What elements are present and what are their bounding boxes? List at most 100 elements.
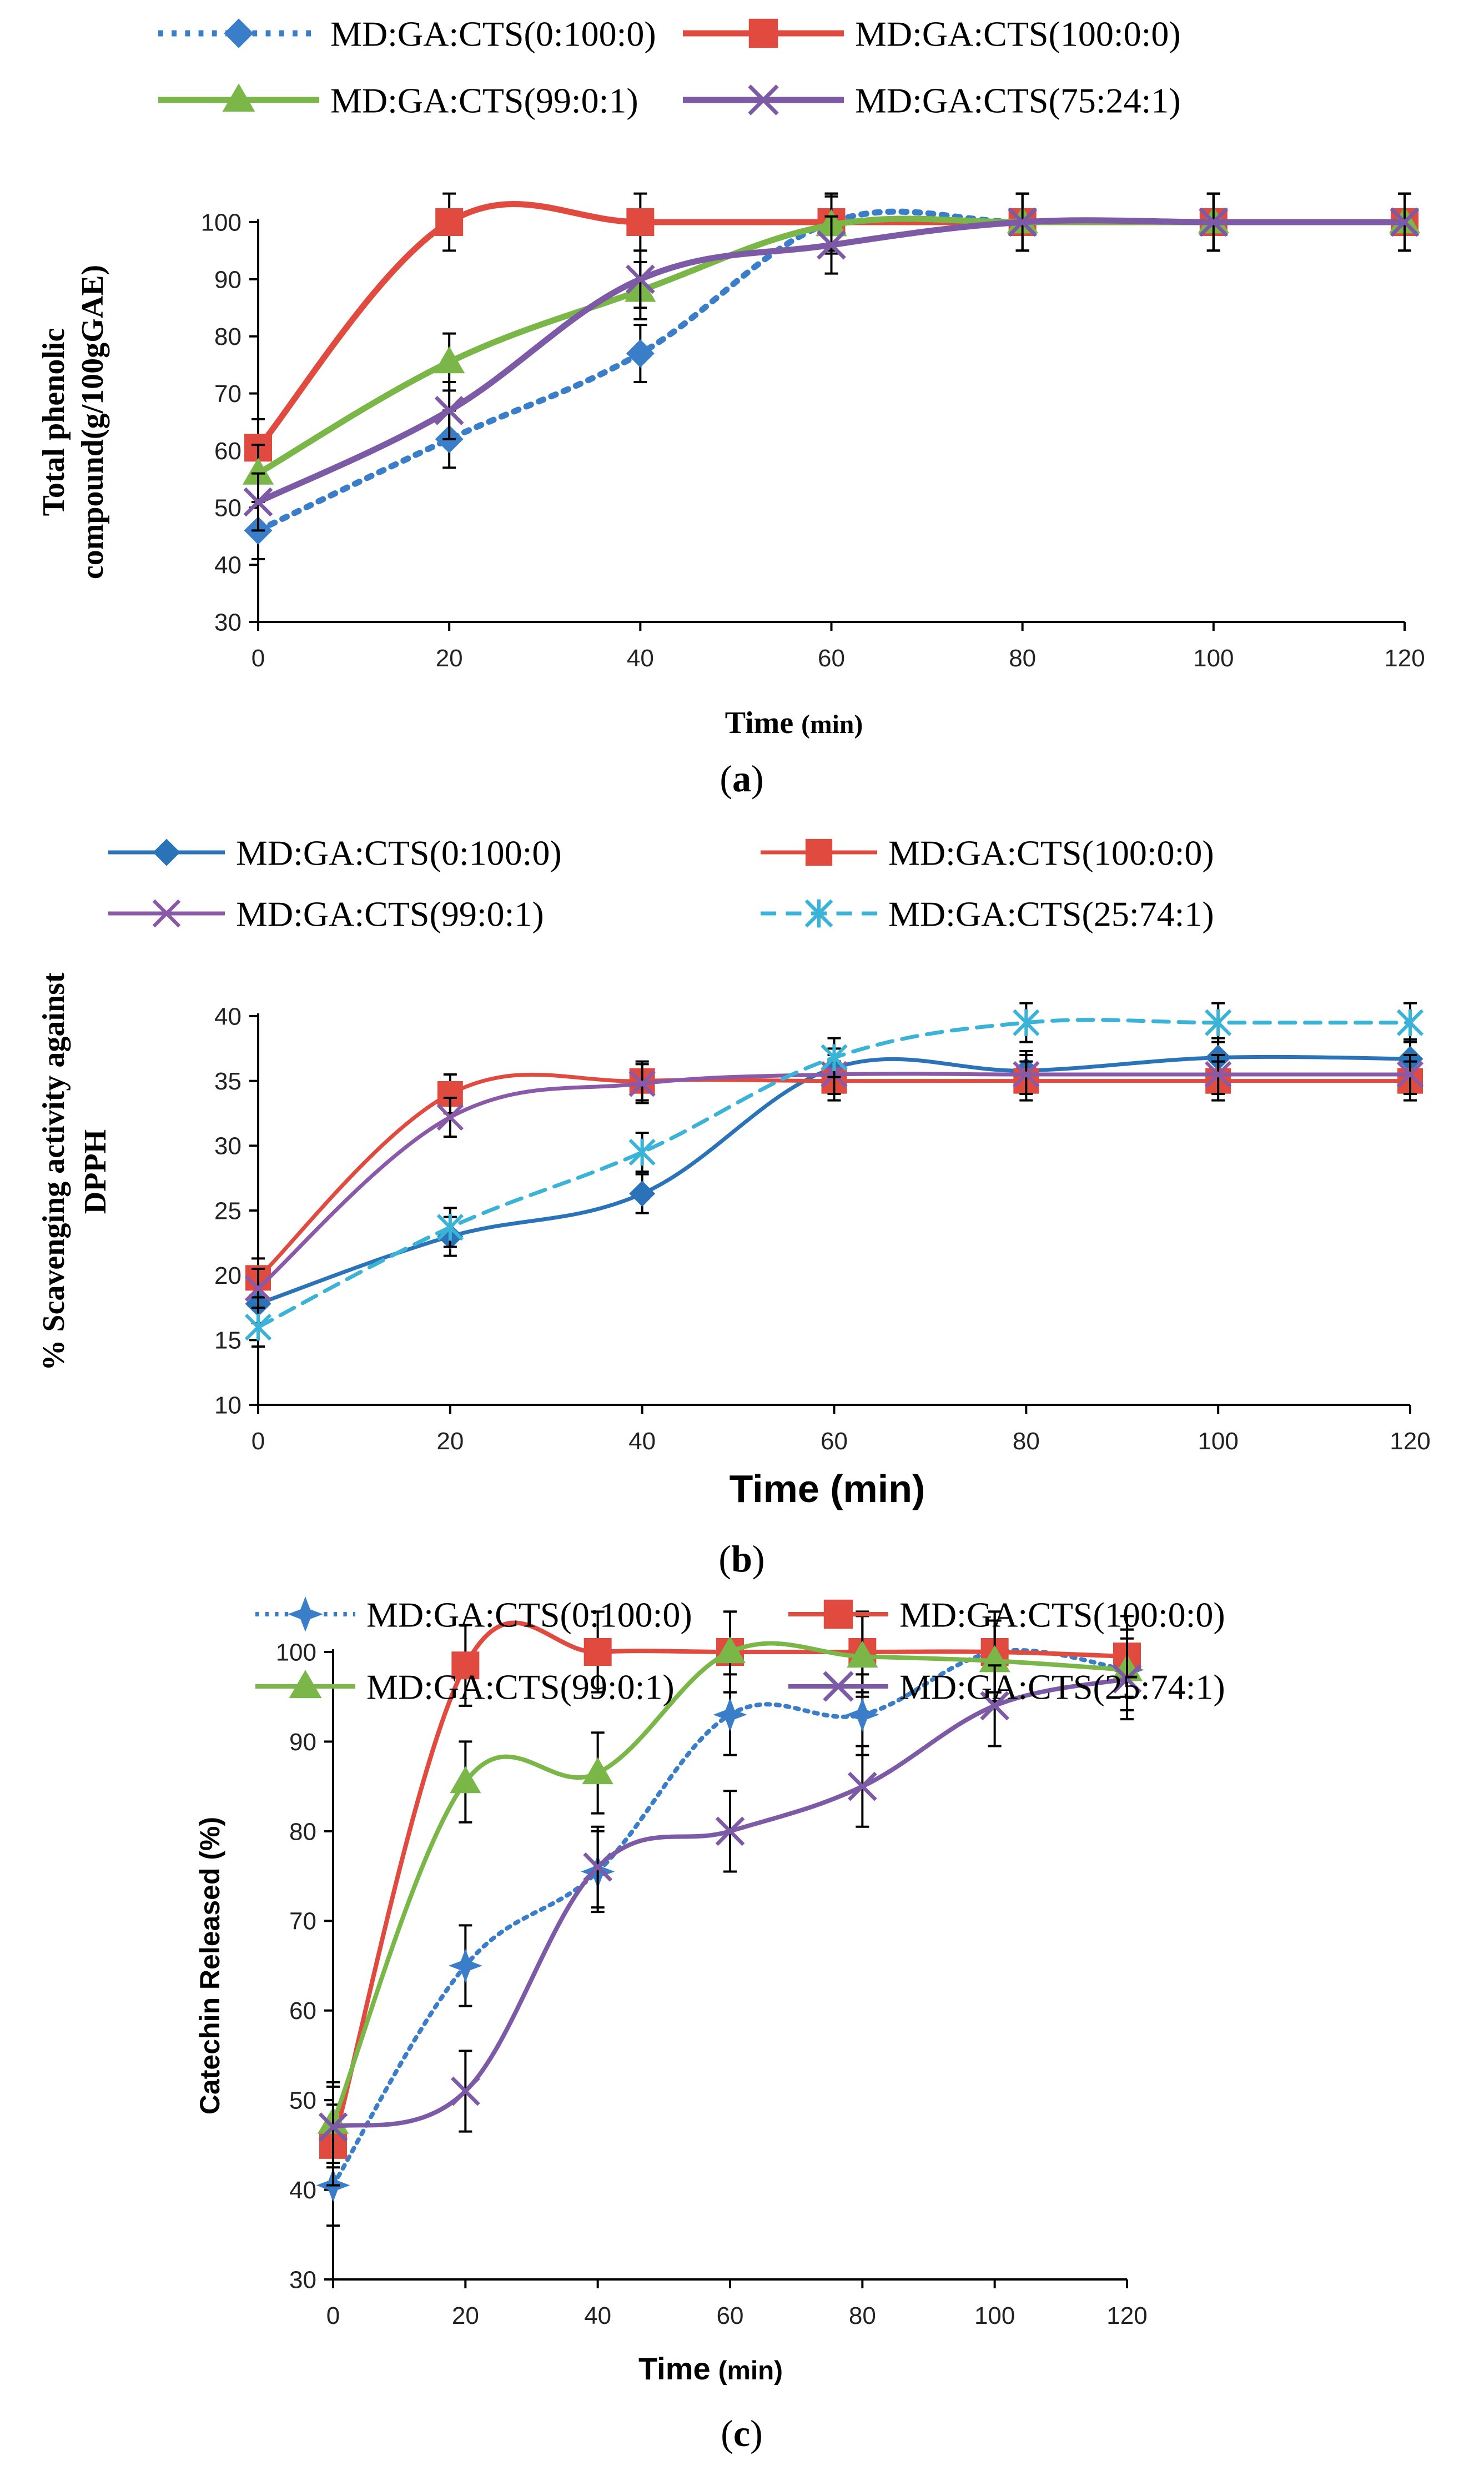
data-point: [243, 487, 273, 517]
legend-marker: [823, 1671, 854, 1702]
y-tick-label: 50: [214, 495, 242, 522]
series-3: [317, 1610, 1143, 2164]
legend-marker: [152, 899, 181, 928]
y-tick-label: 40: [214, 1003, 242, 1030]
x-axis-title: Time (min): [638, 2351, 783, 2386]
y-axis-title-line2: compound(g/100gGAE): [76, 265, 110, 579]
data-point: [847, 1771, 877, 1801]
x-tick-label: 100: [1198, 1428, 1238, 1455]
data-point: [448, 1948, 482, 1983]
y-tick-label: 30: [214, 1133, 242, 1160]
series-2: [245, 1060, 1423, 1299]
panel-label-open-paren: (: [718, 1538, 731, 1580]
legend-item: MD:GA:CTS(75:24:1): [683, 81, 1181, 120]
data-point: [1112, 1664, 1142, 1694]
x-tick-label: 0: [251, 1428, 265, 1455]
y-tick-label: 40: [289, 2177, 316, 2204]
series-4: [244, 1002, 1424, 1348]
legend-label: MD:GA:CTS(99:0:1): [330, 81, 638, 120]
data-point: [244, 1313, 272, 1341]
legend: MD:GA:CTS(0:100:0) MD:GA:CTS(100:0:0) MD:G…: [108, 833, 1214, 933]
legend-label: MD:GA:CTS(0:100:0): [236, 833, 562, 872]
y-axis-title-line1: % Scavenging activity against: [37, 972, 71, 1370]
legend-label: MD:GA:CTS(0:100:0): [330, 14, 656, 53]
data-point: [628, 1138, 656, 1166]
legend-item: MD:GA:CTS(100:0:0): [761, 833, 1214, 872]
series-line: [331, 1641, 1129, 2125]
data-point: [1204, 1009, 1232, 1036]
legend-label: MD:GA:CTS(75:24:1): [855, 81, 1181, 120]
y-tick-label: 90: [289, 1729, 316, 1756]
x-tick-label: 40: [584, 2302, 611, 2329]
data-point: [1013, 1061, 1040, 1088]
legend-marker: [805, 838, 833, 866]
data-point: [628, 1070, 656, 1097]
panel-label-close-paren: ): [751, 757, 764, 800]
legend-item: MD:GA:CTS(100:0:0): [788, 1595, 1225, 1634]
x-tick-label: 120: [1106, 2302, 1147, 2329]
data-point: [451, 1651, 480, 1680]
series-3: [244, 1054, 1424, 1309]
series-line: [256, 1072, 1412, 1280]
y-axis-title-line1: Catechin Released (%): [194, 1817, 225, 2115]
chart-panel-a: 30 40 50 60 70 80 90 100 0 20 40 60 80 100 120 Time (min…: [37, 14, 1425, 800]
legend-label: MD:GA:CTS(100:0:0): [855, 14, 1181, 53]
panel-label-close-paren: ): [750, 2412, 763, 2454]
legend-item: MD:GA:CTS(0:100:0): [108, 833, 562, 872]
data-point: [845, 1697, 879, 1732]
legend-marker: [748, 84, 779, 115]
data-point: [583, 1638, 612, 1666]
legend-label: MD:GA:CTS(100:0:0): [899, 1595, 1225, 1634]
x-tick-label: 80: [1013, 1428, 1040, 1455]
legend-item: MD:GA:CTS(100:0:0): [683, 14, 1181, 53]
data-point: [1199, 207, 1229, 237]
panel-label-letter: b: [731, 1538, 752, 1580]
data-point: [1396, 1009, 1424, 1036]
panel-label-open-paren: (: [720, 757, 732, 800]
x-tick-label: 0: [251, 645, 265, 672]
y-tick-label: 20: [214, 1262, 242, 1289]
legend-label: MD:GA:CTS(100:0:0): [888, 833, 1214, 872]
x-tick-label: 20: [436, 1428, 464, 1455]
legend-item: MD:GA:CTS(25:74:1): [761, 894, 1214, 933]
y-tick-label: 50: [289, 2087, 316, 2115]
y-tick-label: 70: [214, 380, 242, 408]
legend-marker: [823, 1599, 853, 1629]
y-tick-label: 15: [214, 1327, 242, 1354]
data-point: [1204, 1061, 1232, 1088]
data-point: [626, 339, 655, 368]
y-tick-label: 30: [214, 609, 242, 636]
y-tick-label: 30: [289, 2266, 316, 2293]
y-tick-label: 40: [214, 552, 242, 579]
legend-marker: [288, 1596, 323, 1632]
panel-label: (b): [718, 1538, 764, 1580]
series-line: [331, 1620, 1129, 2147]
panel-label: (c): [721, 2412, 763, 2454]
y-tick-label: 100: [201, 209, 242, 236]
y-axis-title-line2: DPPH: [78, 1129, 113, 1214]
legend-item: MD:GA:CTS(99:0:1): [108, 894, 544, 933]
x-tick-label: 120: [1390, 1428, 1430, 1455]
data-point: [318, 2112, 348, 2142]
data-point: [436, 1214, 464, 1241]
y-tick-label: 90: [214, 266, 242, 293]
data-point: [821, 1044, 848, 1071]
legend-item: MD:GA:CTS(25:74:1): [788, 1667, 1225, 1706]
data-point: [714, 1636, 746, 1664]
data-point: [434, 346, 465, 374]
data-point: [1390, 207, 1420, 237]
x-axis-unit: (min): [718, 2356, 783, 2385]
y-tick-label: 35: [214, 1068, 242, 1095]
chart-panel-c: 30 40 50 60 70 80 90 100 0 20 40 60 80 100 120 Time (min…: [194, 1595, 1225, 2454]
legend-item: MD:GA:CTS(99:0:1): [158, 81, 638, 120]
data-point: [715, 1816, 745, 1846]
data-point: [434, 396, 464, 425]
x-tick-label: 60: [818, 645, 845, 672]
legend-label: MD:GA:CTS(99:0:1): [236, 894, 544, 933]
x-tick-label: 60: [821, 1428, 848, 1455]
legend-label: MD:GA:CTS(25:74:1): [899, 1667, 1225, 1706]
x-tick-label: 20: [436, 645, 463, 672]
x-tick-label: 120: [1384, 645, 1425, 672]
data-point: [626, 208, 655, 236]
x-axis-title: Time (min): [725, 706, 863, 740]
